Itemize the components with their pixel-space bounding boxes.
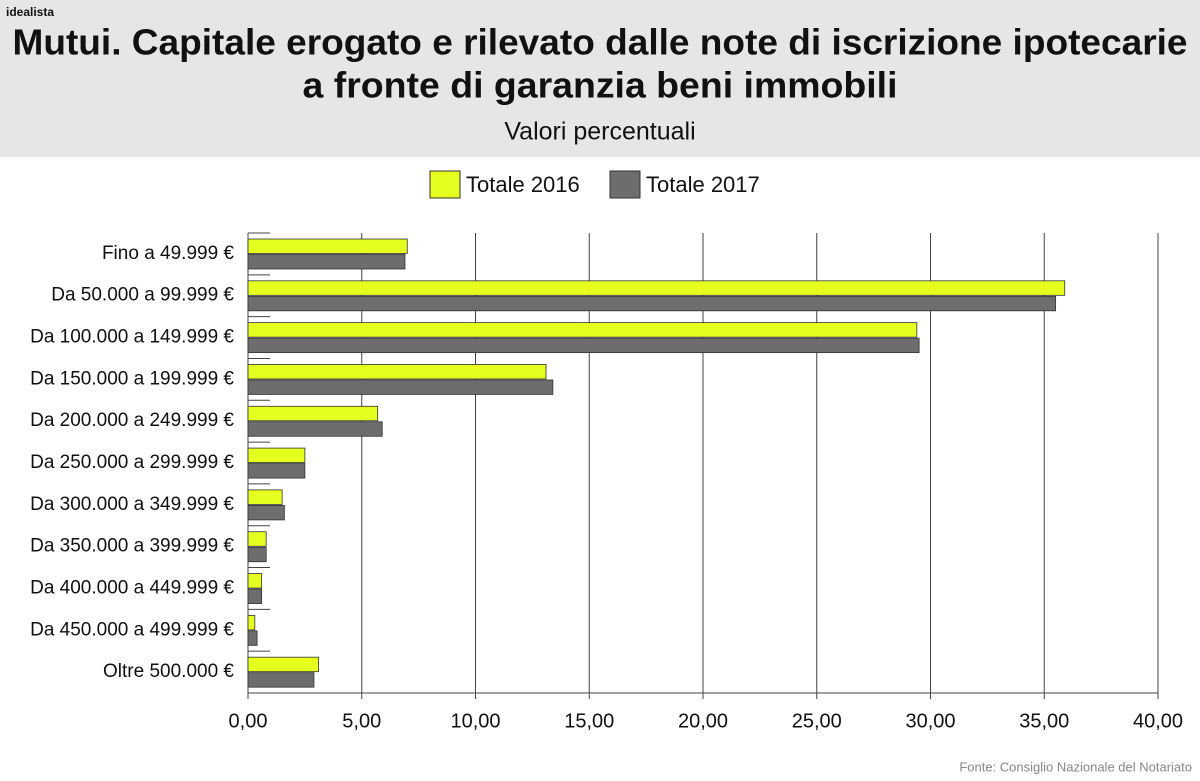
bar bbox=[247, 405, 379, 422]
y-tick-label: Fino a 49.999 € bbox=[102, 243, 234, 264]
x-tick-label: 35,00 bbox=[1019, 710, 1069, 732]
y-tick-label: Da 450.000 a 499.999 € bbox=[30, 619, 234, 640]
x-tick-label: 40,00 bbox=[1133, 710, 1183, 732]
y-tick-label: Da 350.000 a 399.999 € bbox=[30, 536, 234, 557]
y-tick-label: Oltre 500.000 € bbox=[103, 661, 234, 682]
x-tick-label: 30,00 bbox=[905, 710, 955, 732]
source: Fonte: Consiglio Nazionale del Notariato bbox=[959, 759, 1192, 774]
x-tick-label: 20,00 bbox=[678, 710, 728, 732]
bar bbox=[247, 379, 554, 395]
y-tick-label: Da 250.000 a 299.999 € bbox=[30, 452, 234, 473]
bar bbox=[247, 447, 306, 463]
x-tick-label: 10,00 bbox=[450, 710, 500, 732]
bar bbox=[247, 421, 383, 437]
bar bbox=[247, 238, 408, 254]
y-tick-label: Da 150.000 a 199.999 € bbox=[30, 368, 234, 389]
bar bbox=[247, 531, 267, 547]
bar bbox=[247, 280, 1066, 296]
y-tick-label: Da 400.000 a 449.999 € bbox=[30, 577, 234, 598]
legend-label: Totale 2017 bbox=[646, 172, 760, 197]
chart-title: a fronte di garanzia beni immobili bbox=[303, 65, 898, 106]
y-tick-label: Da 100.000 a 149.999 € bbox=[30, 327, 234, 348]
bar bbox=[247, 295, 1057, 312]
y-tick-label: Da 200.000 a 249.999 € bbox=[30, 410, 234, 431]
bar bbox=[247, 505, 285, 521]
bar bbox=[247, 672, 315, 688]
bar bbox=[247, 614, 256, 631]
bar bbox=[247, 463, 306, 479]
bar bbox=[247, 364, 547, 380]
bar bbox=[247, 322, 918, 338]
legend-swatch bbox=[429, 170, 461, 199]
bar bbox=[247, 656, 319, 673]
chart-title: Mutui. Capitale erogato e rilevato dalle… bbox=[13, 22, 1188, 63]
y-tick-label: Da 300.000 a 349.999 € bbox=[30, 494, 234, 515]
brand: idealista bbox=[6, 5, 54, 19]
x-tick-label: 25,00 bbox=[792, 710, 842, 732]
bar bbox=[247, 254, 406, 270]
bar bbox=[247, 337, 920, 354]
x-tick-label: 5,00 bbox=[342, 710, 381, 732]
legend-label: Totale 2016 bbox=[466, 172, 580, 197]
bar bbox=[247, 546, 267, 563]
header-band bbox=[0, 0, 1200, 157]
bar bbox=[247, 573, 263, 589]
y-tick-label: Da 50.000 a 99.999 € bbox=[51, 285, 234, 306]
bar bbox=[247, 630, 258, 646]
legend-swatch bbox=[609, 170, 641, 199]
chart-subtitle: Valori percentuali bbox=[504, 118, 695, 146]
x-tick-label: 15,00 bbox=[564, 710, 614, 732]
x-tick-label: 0,00 bbox=[229, 710, 268, 732]
bar bbox=[247, 588, 263, 604]
bar bbox=[247, 489, 283, 505]
